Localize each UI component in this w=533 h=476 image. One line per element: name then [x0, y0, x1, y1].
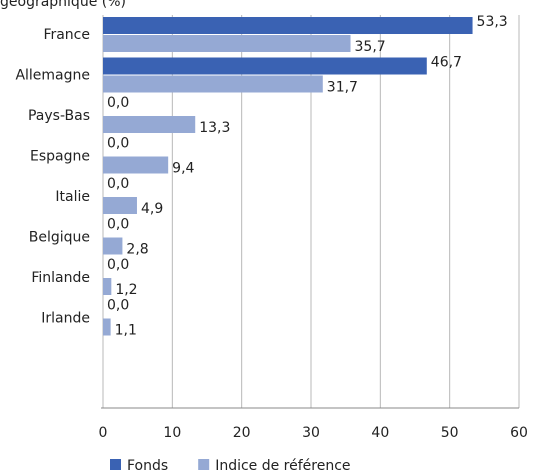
value-label: 1,2	[115, 282, 137, 298]
bar	[103, 318, 111, 336]
legend-label: Fonds	[127, 458, 168, 474]
bar	[103, 197, 137, 214]
y-tick-label: France	[43, 27, 90, 43]
value-label: 2,8	[126, 242, 148, 258]
value-label: 53,3	[477, 14, 508, 30]
legend-label: Indice de référence	[215, 458, 350, 474]
value-label: 0,0	[107, 95, 129, 111]
value-label: 0,0	[107, 217, 129, 233]
value-label: 0,0	[107, 298, 129, 314]
y-tick-label: Allemagne	[15, 68, 90, 84]
x-tick-label: 20	[233, 425, 251, 441]
value-label: 0,0	[107, 257, 129, 273]
x-tick-label: 0	[99, 425, 108, 441]
value-label: 9,4	[172, 161, 194, 177]
value-label: 46,7	[431, 55, 462, 71]
bar	[103, 237, 123, 255]
value-label: 4,9	[141, 201, 163, 217]
value-label: 13,3	[199, 120, 230, 136]
x-tick-label: 10	[163, 425, 181, 441]
x-tick-label: 60	[510, 425, 528, 441]
x-tick-label: 50	[441, 425, 459, 441]
bar	[103, 278, 112, 295]
value-label: 35,7	[355, 39, 386, 55]
value-label: 1,1	[115, 323, 137, 339]
bar	[103, 116, 196, 133]
y-tick-label: Italie	[55, 189, 90, 205]
y-tick-label: Pays-Bas	[28, 108, 90, 124]
value-label: 0,0	[107, 136, 129, 152]
chart-title: géographique (%)	[0, 0, 126, 10]
y-tick-label: Belgique	[29, 230, 90, 246]
y-tick-label: Espagne	[30, 149, 90, 165]
bar	[103, 35, 351, 52]
x-tick-label: 30	[302, 425, 320, 441]
x-tick-label: 40	[371, 425, 389, 441]
bar	[103, 156, 169, 174]
bar	[103, 57, 427, 75]
bar	[103, 75, 323, 93]
y-tick-label: Irlande	[41, 311, 90, 327]
y-tick-label: Finlande	[31, 270, 90, 286]
legend-swatch	[198, 459, 210, 470]
value-label: 0,0	[107, 176, 129, 192]
value-label: 31,7	[327, 80, 358, 96]
bar	[103, 17, 473, 34]
legend-swatch	[110, 459, 121, 470]
